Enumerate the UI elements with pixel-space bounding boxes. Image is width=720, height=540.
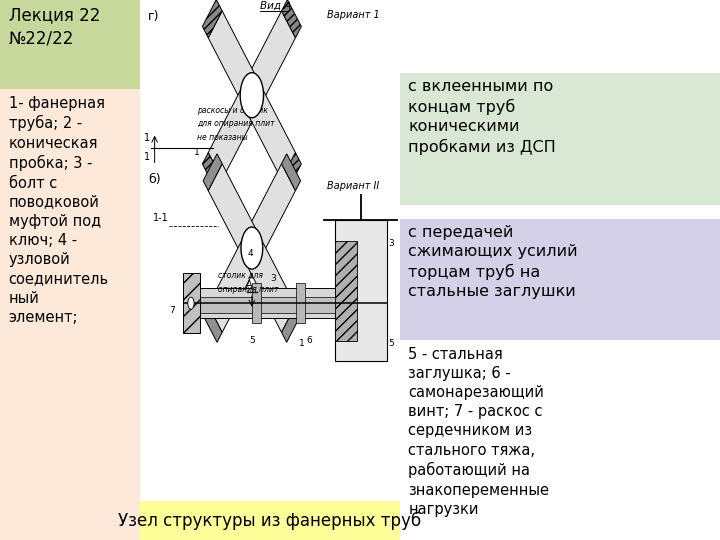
Polygon shape — [245, 234, 295, 333]
Text: столик для: столик для — [218, 271, 264, 280]
Text: раскосы и столик: раскосы и столик — [197, 106, 269, 115]
FancyBboxPatch shape — [140, 501, 400, 540]
Polygon shape — [202, 153, 222, 191]
Polygon shape — [282, 0, 302, 38]
Polygon shape — [245, 82, 295, 179]
Text: 7: 7 — [169, 306, 175, 315]
Text: опирания плит: опирания плит — [218, 285, 279, 294]
Text: Лекция 22
№22/22: Лекция 22 №22/22 — [9, 6, 100, 48]
Bar — [192, 288, 335, 318]
Circle shape — [241, 227, 263, 269]
Text: с передачей
сжимающих усилий
торцам труб на
стальные заглушки: с передачей сжимающих усилий торцам труб… — [408, 225, 578, 299]
Polygon shape — [203, 154, 222, 191]
Polygon shape — [203, 306, 222, 342]
Polygon shape — [245, 11, 295, 109]
Polygon shape — [208, 234, 258, 333]
Polygon shape — [282, 306, 301, 342]
FancyBboxPatch shape — [0, 0, 140, 89]
Text: 1: 1 — [194, 148, 199, 157]
Polygon shape — [282, 153, 302, 191]
Bar — [183, 273, 200, 333]
Circle shape — [240, 73, 264, 118]
Text: 5: 5 — [389, 339, 395, 348]
Text: 1-1: 1-1 — [153, 213, 169, 224]
Text: 1: 1 — [299, 339, 305, 348]
Text: Вид А: Вид А — [260, 1, 291, 11]
Text: 1- фанерная
труба; 2 -
коническая
пробка; 3 -
болт с
поводковой
муфтой под
ключ;: 1- фанерная труба; 2 - коническая пробка… — [9, 96, 109, 325]
Polygon shape — [208, 164, 258, 261]
Bar — [252, 283, 261, 323]
Text: Узел структуры из фанерных труб: Узел структуры из фанерных труб — [118, 511, 422, 530]
Circle shape — [188, 297, 194, 309]
Bar — [192, 297, 335, 313]
FancyBboxPatch shape — [400, 73, 720, 205]
Polygon shape — [208, 82, 258, 179]
Text: 5: 5 — [249, 336, 255, 345]
Text: А: А — [246, 280, 253, 290]
Text: Вариант 1: Вариант 1 — [327, 10, 379, 19]
Text: 3: 3 — [389, 239, 395, 247]
Polygon shape — [208, 11, 258, 109]
Bar — [296, 283, 305, 323]
Polygon shape — [282, 154, 301, 191]
Polygon shape — [245, 164, 295, 261]
FancyBboxPatch shape — [0, 89, 140, 540]
Text: с вклеенными по
концам труб
коническими
пробками из ДСП: с вклеенными по концам труб коническими … — [408, 79, 556, 155]
Text: 3: 3 — [270, 274, 276, 282]
Text: 1: 1 — [144, 152, 150, 163]
FancyBboxPatch shape — [400, 219, 720, 340]
Text: 1: 1 — [144, 133, 150, 143]
Text: Вариант II: Вариант II — [327, 181, 379, 191]
Text: 4: 4 — [247, 248, 253, 258]
Text: не показаны: не показаны — [197, 133, 248, 142]
FancyBboxPatch shape — [400, 340, 720, 540]
Text: б): б) — [148, 173, 161, 186]
Text: г): г) — [148, 10, 160, 23]
Text: 5 - стальная
заглушка; 6 -
самонарезающий
винт; 7 - раскос с
сердечником из
стал: 5 - стальная заглушка; 6 - самонарезающи… — [408, 347, 549, 517]
Polygon shape — [202, 0, 222, 38]
Text: для опирания плит: для опирания плит — [197, 119, 275, 129]
Bar — [335, 220, 387, 361]
Bar — [335, 240, 357, 341]
Text: 6: 6 — [306, 336, 312, 345]
